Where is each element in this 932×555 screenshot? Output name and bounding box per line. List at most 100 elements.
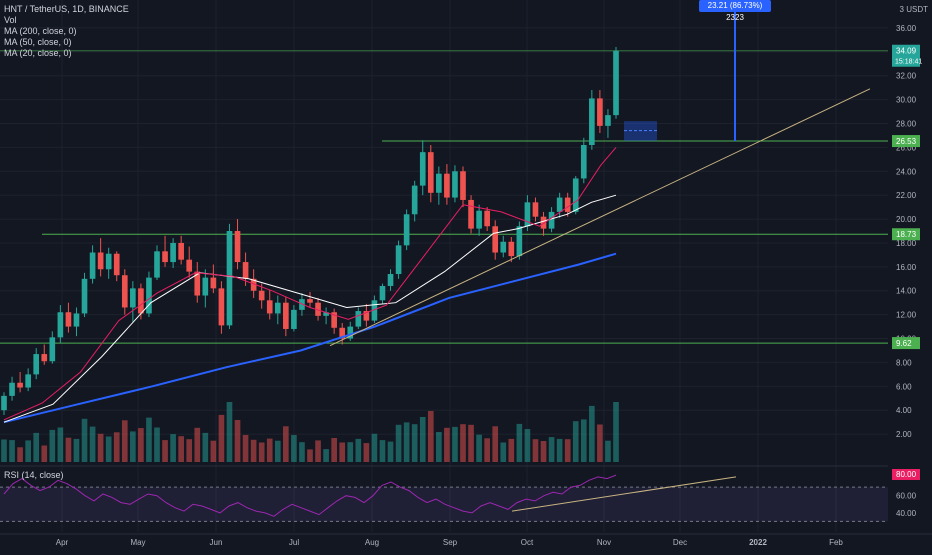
rsi-legend[interactable]: RSI (14, close) [4, 470, 64, 480]
time-tick: Jul [289, 538, 299, 547]
time-tick: Aug [365, 538, 379, 547]
axis-background [888, 0, 932, 550]
ma20-legend[interactable]: MA (20, close, 0) [4, 48, 72, 58]
rsi-pane [0, 465, 888, 522]
price-axis[interactable]: 3 USDT36.0034.0032.0030.0028.0026.0024.0… [888, 0, 932, 550]
volume-bar [226, 402, 233, 462]
candle-body [89, 252, 96, 279]
candle-body [9, 382, 15, 396]
time-tick: Oct [521, 538, 534, 547]
drawings[interactable] [329, 12, 871, 347]
candle-body [17, 382, 23, 388]
measure-label[interactable]: 23.21 (86.73%) 2323 [699, 0, 771, 22]
volume-bar [162, 440, 168, 462]
price-tick: 28.00 [896, 119, 917, 128]
volume-bar [25, 440, 31, 462]
candle-body [597, 98, 603, 126]
volume-bar [532, 439, 539, 462]
candle-body [436, 173, 442, 193]
price-label-text: 9.62 [896, 339, 912, 348]
volume-bars [1, 402, 619, 462]
volume-bar [1, 439, 7, 462]
vol-legend[interactable]: Vol [4, 15, 17, 25]
current-price-text: 34.09 [896, 47, 917, 56]
ma200-line [3, 252, 617, 424]
candle-body [379, 285, 386, 301]
candle-body [186, 259, 193, 272]
candle-body [532, 202, 539, 217]
volume-bar [403, 422, 410, 462]
volume-bar [556, 438, 563, 462]
time-axis[interactable]: Apr May Jun Jul Aug Sep Oct Nov Dec 2022 Feb [0, 533, 932, 547]
candle-body [25, 374, 31, 388]
price-label-box [892, 337, 920, 350]
ma20-line [3, 147, 617, 421]
candle-body [387, 274, 394, 286]
volume-bar [355, 438, 362, 462]
volume-bar [307, 449, 313, 462]
volume-bar [589, 405, 595, 462]
trend-line [329, 88, 871, 347]
candle-body [307, 299, 313, 303]
price-tick: 20.00 [896, 215, 917, 224]
candle-body [572, 178, 579, 212]
volume-bar [89, 426, 96, 462]
countdown-text: 15:18:41 [895, 59, 922, 66]
time-tick: 2022 [749, 538, 767, 547]
candle-body [1, 395, 7, 411]
volume-bar [363, 443, 370, 462]
volume-bar [210, 440, 217, 462]
volume-bar [613, 402, 619, 462]
volume-bar [460, 424, 466, 462]
price-tick: 6.00 [896, 382, 912, 391]
candle-body [274, 302, 281, 314]
candle-body [444, 173, 450, 198]
volume-bar [178, 436, 184, 462]
candle-body [121, 275, 128, 308]
volume-bar [41, 445, 48, 462]
volume-bar [492, 426, 499, 462]
time-tick: May [130, 538, 145, 547]
ma50-legend[interactable]: MA (50, close, 0) [4, 37, 72, 47]
volume-bar [411, 424, 418, 462]
volume-bar [57, 427, 64, 462]
candle-body [210, 277, 217, 289]
time-tick: Dec [673, 538, 687, 547]
candle-body [589, 98, 595, 145]
candle-body [291, 309, 297, 329]
time-tick: Sep [443, 538, 458, 547]
ma200-legend[interactable]: MA (200, close, 0) [4, 26, 77, 36]
volume-bar [258, 442, 265, 462]
volume-bar [186, 439, 193, 462]
price-tick: 8.00 [896, 358, 912, 367]
time-tick: Nov [597, 538, 611, 547]
current-price-box [892, 44, 920, 67]
candle-body [580, 144, 587, 179]
volume-bar [170, 434, 176, 462]
candle-body [105, 253, 112, 270]
candle-body [81, 278, 88, 314]
price-tick: 4.00 [896, 406, 912, 415]
volume-bar [234, 420, 241, 462]
candle-body [113, 253, 120, 276]
candle-body [283, 302, 289, 329]
volume-bar [387, 441, 394, 462]
volume-bar [9, 440, 15, 462]
candle-body [613, 50, 619, 116]
candle-body [419, 152, 426, 186]
candle-body [395, 245, 402, 275]
volume-bar [105, 436, 112, 462]
volume-bar [81, 418, 88, 462]
candle-body [130, 288, 136, 308]
symbol-title[interactable]: HNT / TetherUS, 1D, BINANCE [4, 4, 129, 14]
rsi-tick: 40.00 [896, 509, 917, 518]
candle-body [452, 171, 458, 198]
candle-body [371, 300, 378, 321]
candle-body [500, 241, 507, 253]
volume-bar [605, 440, 611, 462]
candle-body [508, 241, 515, 257]
price-tick: 14.00 [896, 287, 917, 296]
candle-body [266, 300, 273, 314]
